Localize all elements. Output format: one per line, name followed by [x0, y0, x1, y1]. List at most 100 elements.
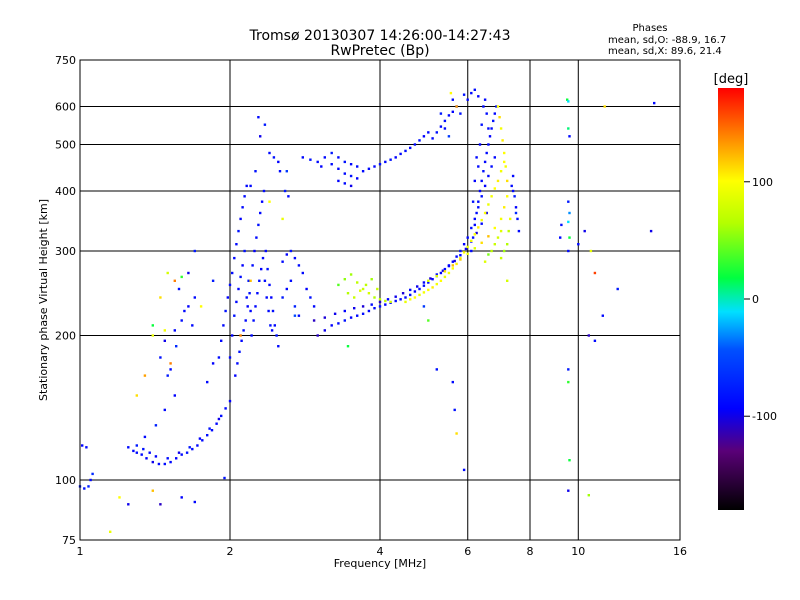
data-point — [312, 305, 316, 308]
y-tick-label: 75 — [62, 534, 76, 547]
data-point — [222, 324, 225, 327]
data-point — [373, 307, 376, 310]
data-point — [459, 249, 462, 253]
data-point — [188, 446, 191, 449]
data-point — [447, 114, 451, 117]
data-point — [224, 407, 227, 410]
data-point — [237, 229, 240, 233]
data-point — [356, 165, 359, 168]
data-point — [517, 229, 521, 233]
data-point — [234, 374, 237, 377]
data-point — [249, 309, 252, 313]
data-point — [496, 179, 500, 183]
data-point — [506, 179, 509, 183]
data-point — [349, 174, 353, 178]
data-point — [228, 399, 232, 403]
data-point — [157, 462, 161, 466]
data-point — [277, 345, 280, 348]
data-point — [589, 249, 593, 253]
data-point — [475, 231, 478, 235]
data-point — [409, 298, 412, 301]
data-point — [443, 275, 447, 279]
colorbar — [718, 88, 744, 510]
data-point — [246, 305, 249, 308]
data-point — [193, 249, 196, 253]
data-point — [455, 255, 458, 258]
data-point — [453, 408, 456, 412]
data-point — [616, 287, 619, 291]
data-point — [470, 91, 473, 95]
data-point — [453, 259, 456, 263]
data-point — [404, 300, 407, 304]
data-point — [231, 334, 234, 337]
data-point — [471, 200, 475, 203]
data-point — [447, 135, 451, 138]
data-point — [148, 451, 151, 454]
data-point — [206, 434, 209, 437]
data-point — [499, 217, 503, 221]
data-point — [309, 296, 312, 299]
data-point — [247, 279, 250, 282]
data-point — [226, 296, 229, 299]
data-point — [239, 334, 242, 337]
y-tick-label: 100 — [55, 474, 76, 487]
data-point — [254, 170, 257, 173]
data-point — [220, 414, 223, 418]
data-point — [418, 293, 421, 297]
data-point — [470, 239, 473, 242]
data-point — [373, 296, 376, 299]
data-point — [301, 271, 304, 275]
data-point — [501, 139, 504, 142]
data-point — [343, 278, 346, 281]
data-point — [495, 105, 498, 108]
data-point — [287, 195, 290, 198]
x-tick-label: 10 — [571, 545, 585, 558]
data-point — [409, 146, 412, 150]
data-point — [323, 329, 326, 332]
data-point — [283, 189, 287, 193]
data-point — [349, 163, 353, 166]
data-point — [173, 394, 176, 397]
data-point — [431, 286, 434, 289]
data-point — [482, 105, 485, 108]
data-point — [367, 292, 371, 295]
data-point — [198, 437, 202, 440]
data-point — [233, 256, 236, 260]
data-point — [250, 334, 253, 337]
data-point — [482, 170, 485, 173]
data-point — [422, 281, 426, 284]
data-point — [151, 334, 154, 337]
stats-x: mean, sd,X: 89.6, 21.4 — [608, 46, 722, 57]
data-point — [281, 296, 284, 299]
data-point — [487, 143, 490, 146]
data-point — [256, 292, 259, 295]
data-point — [249, 184, 252, 188]
data-point — [583, 229, 586, 233]
data-point — [503, 160, 506, 164]
data-point — [177, 451, 181, 454]
data-point — [266, 267, 269, 271]
data-point — [268, 200, 271, 203]
data-point — [493, 187, 496, 190]
data-point — [217, 356, 221, 359]
data-point — [309, 158, 312, 161]
data-point — [201, 439, 204, 442]
data-point — [199, 305, 203, 308]
stats-heading: Phases — [632, 23, 667, 34]
data-point — [567, 200, 570, 203]
data-point — [255, 236, 258, 239]
data-point — [206, 380, 209, 384]
data-point — [270, 296, 273, 299]
y-tick-label: 200 — [55, 330, 76, 343]
data-point — [236, 362, 239, 365]
data-point — [330, 324, 333, 327]
data-point — [487, 235, 490, 238]
data-point — [483, 260, 487, 263]
data-point — [503, 249, 506, 253]
data-point — [361, 170, 365, 173]
data-point — [485, 151, 488, 155]
data-point — [177, 287, 181, 291]
data-point — [567, 100, 570, 103]
data-point — [487, 203, 490, 206]
